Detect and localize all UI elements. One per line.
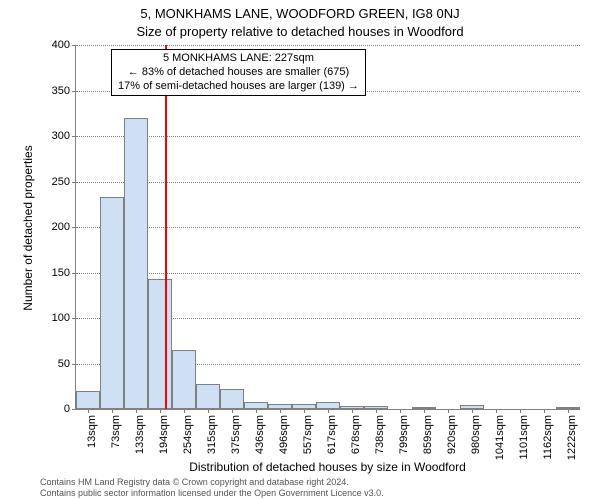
histogram-bar <box>148 279 172 409</box>
x-tick-mark <box>208 409 209 413</box>
x-tick-mark <box>280 409 281 413</box>
y-tick-mark <box>72 364 76 365</box>
x-tick-label: 557sqm <box>302 415 314 454</box>
annotation-line2: ← 83% of detached houses are smaller (67… <box>118 66 359 80</box>
x-tick-label: 678sqm <box>350 415 362 454</box>
x-tick-label: 194sqm <box>158 415 170 454</box>
x-tick-label: 315sqm <box>206 415 218 454</box>
y-tick-mark <box>72 273 76 274</box>
histogram-bar <box>76 391 100 409</box>
chart-title-line2: Size of property relative to detached ho… <box>0 24 600 39</box>
x-tick-mark <box>304 409 305 413</box>
reference-line <box>165 45 167 409</box>
x-tick-label: 617sqm <box>326 415 338 454</box>
histogram-bar <box>244 402 268 409</box>
x-tick-mark <box>352 409 353 413</box>
y-tick-mark <box>72 409 76 410</box>
histogram-bar <box>124 118 148 409</box>
gridline <box>76 45 580 46</box>
histogram-bar <box>316 402 340 409</box>
x-tick-label: 1162sqm <box>542 415 554 459</box>
x-tick-label: 133sqm <box>134 415 146 454</box>
x-tick-label: 1101sqm <box>518 415 530 459</box>
x-tick-mark <box>400 409 401 413</box>
x-tick-mark <box>160 409 161 413</box>
histogram-bar <box>220 389 244 409</box>
y-tick-mark <box>72 182 76 183</box>
x-tick-label: 920sqm <box>446 415 458 454</box>
y-tick-mark <box>72 45 76 46</box>
chart-container: 5, MONKHAMS LANE, WOODFORD GREEN, IG8 0N… <box>0 0 600 500</box>
annotation-box: 5 MONKHAMS LANE: 227sqm← 83% of detached… <box>111 49 366 96</box>
y-tick-mark <box>72 227 76 228</box>
y-tick-mark <box>72 91 76 92</box>
x-tick-label: 1041sqm <box>494 415 506 460</box>
x-tick-mark <box>256 409 257 413</box>
x-tick-mark <box>112 409 113 413</box>
x-tick-mark <box>184 409 185 413</box>
histogram-bar <box>100 197 124 409</box>
x-tick-label: 738sqm <box>374 415 386 454</box>
x-tick-mark <box>88 409 89 413</box>
gridline <box>76 136 580 137</box>
x-tick-label: 496sqm <box>278 415 290 454</box>
x-tick-label: 13sqm <box>86 415 98 448</box>
x-tick-mark <box>424 409 425 413</box>
plot-area: 05010015020025030035040013sqm73sqm133sqm… <box>75 45 580 410</box>
footer-line1: Contains HM Land Registry data © Crown c… <box>40 477 384 487</box>
x-tick-mark <box>472 409 473 413</box>
annotation-line3: 17% of semi-detached houses are larger (… <box>118 80 359 94</box>
x-tick-label: 859sqm <box>422 415 434 454</box>
x-tick-mark <box>328 409 329 413</box>
x-tick-label: 375sqm <box>230 415 242 454</box>
x-tick-mark <box>232 409 233 413</box>
histogram-bar <box>196 384 220 409</box>
annotation-line1: 5 MONKHAMS LANE: 227sqm <box>118 52 359 66</box>
x-tick-label: 254sqm <box>182 415 194 454</box>
gridline <box>76 227 580 228</box>
gridline <box>76 182 580 183</box>
footer-line2: Contains public sector information licen… <box>40 488 384 498</box>
chart-title-line1: 5, MONKHAMS LANE, WOODFORD GREEN, IG8 0N… <box>0 6 600 21</box>
x-tick-label: 799sqm <box>398 415 410 454</box>
y-tick-mark <box>72 318 76 319</box>
x-tick-mark <box>544 409 545 413</box>
x-tick-mark <box>520 409 521 413</box>
footer-attribution: Contains HM Land Registry data © Crown c… <box>40 477 384 498</box>
x-tick-mark <box>496 409 497 413</box>
x-axis-label: Distribution of detached houses by size … <box>75 460 580 474</box>
x-tick-mark <box>448 409 449 413</box>
x-tick-label: 436sqm <box>254 415 266 454</box>
y-axis-label-wrap: Number of detached properties <box>20 45 36 410</box>
x-tick-mark <box>136 409 137 413</box>
x-tick-label: 73sqm <box>110 415 122 448</box>
x-tick-mark <box>376 409 377 413</box>
y-axis-label: Number of detached properties <box>21 145 35 310</box>
x-tick-mark <box>568 409 569 413</box>
x-tick-label: 1222sqm <box>566 415 578 460</box>
x-tick-label: 980sqm <box>470 415 482 454</box>
y-tick-mark <box>72 136 76 137</box>
histogram-bar <box>172 350 196 409</box>
gridline <box>76 273 580 274</box>
